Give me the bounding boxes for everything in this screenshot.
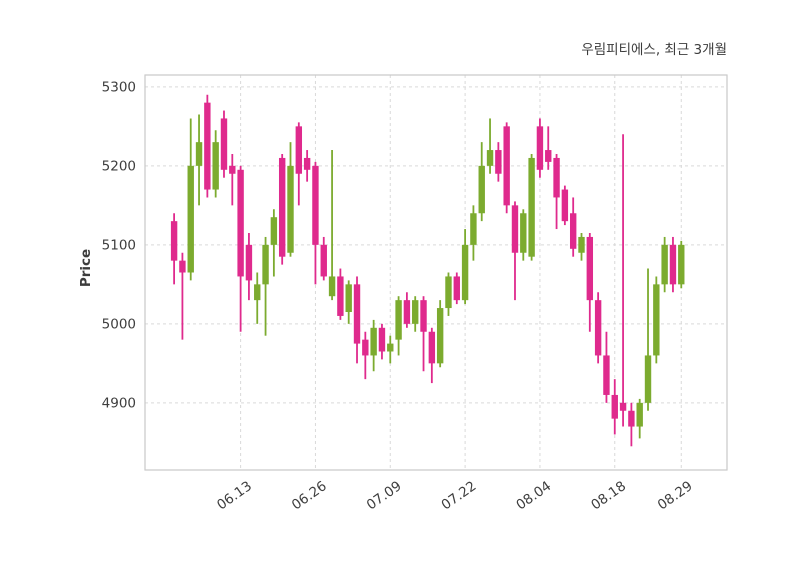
candle-body	[220, 118, 228, 170]
candle-body	[229, 165, 236, 174]
x-tick-label: 06.13	[214, 478, 255, 513]
candle-body	[337, 276, 344, 316]
candle-body	[170, 221, 178, 261]
candle-body	[287, 165, 294, 253]
candle-body	[278, 157, 286, 257]
y-tick-label: 4900	[102, 395, 136, 411]
candle-body	[445, 276, 452, 309]
candle-body	[644, 355, 652, 403]
candle-body	[678, 244, 685, 285]
candle-body	[470, 213, 477, 245]
candle-body	[370, 327, 377, 356]
candle-body	[661, 244, 668, 285]
candle-body	[195, 142, 203, 166]
candle-body	[511, 205, 519, 253]
candle-body	[461, 244, 469, 301]
candle-body	[420, 300, 427, 332]
candle-body	[295, 126, 303, 174]
x-tick-label: 07.09	[364, 478, 405, 513]
candle-body	[528, 157, 535, 257]
candle-body	[254, 284, 261, 301]
y-tick-label: 5000	[102, 316, 136, 332]
plot-border	[144, 74, 728, 471]
candle-body	[569, 213, 577, 249]
candle-body	[395, 300, 402, 340]
candle-body	[578, 236, 585, 253]
candle-body	[245, 244, 253, 281]
candle-body	[486, 150, 494, 166]
candle-body	[553, 157, 560, 198]
candle-body	[187, 165, 194, 273]
candle-body	[328, 276, 336, 297]
x-tick-label: 06.26	[289, 478, 330, 513]
candle-body	[669, 244, 677, 285]
candle-body	[619, 402, 627, 411]
candle-body	[345, 284, 352, 312]
y-tick-label: 5100	[102, 237, 136, 253]
x-tick-label: 08.29	[655, 478, 696, 513]
candle-body	[586, 236, 594, 301]
candle-body	[428, 331, 436, 364]
candle-body	[212, 142, 219, 190]
candle-body	[453, 276, 460, 301]
candle-body	[362, 339, 369, 356]
candle-body	[312, 165, 319, 245]
x-tick-label: 08.18	[588, 478, 629, 513]
chart-title: 우림피티에스, 최근 3개월	[581, 42, 727, 58]
x-tick-label: 07.22	[439, 478, 480, 513]
candle-body	[611, 394, 618, 419]
y-tick-label: 5200	[102, 158, 136, 174]
candle-body	[353, 284, 361, 344]
candle-body	[436, 308, 444, 364]
candle-body	[204, 102, 211, 190]
candle-body	[270, 217, 278, 245]
candle-body	[603, 355, 610, 395]
candle-body	[412, 300, 419, 324]
y-tick-label: 5300	[102, 79, 136, 95]
candle-body	[503, 126, 510, 206]
x-tick-label: 08.04	[513, 478, 554, 513]
candle-body	[561, 189, 569, 222]
candle-body	[478, 165, 485, 214]
candle-body	[403, 300, 411, 324]
candle-body	[387, 343, 394, 352]
candle-body	[545, 150, 552, 162]
candle-body	[495, 150, 502, 174]
candle-body	[237, 169, 244, 277]
candle-body	[303, 157, 311, 170]
candle-body	[378, 327, 386, 352]
candle-body	[179, 260, 186, 273]
candle-body	[653, 284, 660, 356]
candle-body	[262, 244, 269, 285]
candle-body	[320, 244, 327, 277]
candle-body	[536, 126, 544, 170]
y-axis-label: Price	[78, 248, 94, 288]
candle-body	[594, 300, 602, 356]
candle-body	[636, 402, 643, 427]
candle-body	[520, 213, 527, 253]
candle-body	[628, 410, 635, 427]
